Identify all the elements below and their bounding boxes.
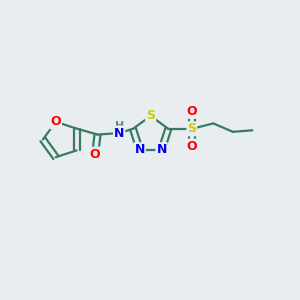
Text: O: O [50, 115, 61, 128]
Text: N: N [134, 143, 145, 156]
Text: H: H [115, 121, 124, 130]
Text: N: N [156, 143, 167, 156]
Text: O: O [90, 148, 101, 160]
Text: O: O [186, 140, 197, 153]
Text: N: N [114, 127, 124, 140]
Text: O: O [186, 105, 197, 118]
Text: S: S [187, 122, 196, 135]
Text: S: S [146, 110, 155, 122]
